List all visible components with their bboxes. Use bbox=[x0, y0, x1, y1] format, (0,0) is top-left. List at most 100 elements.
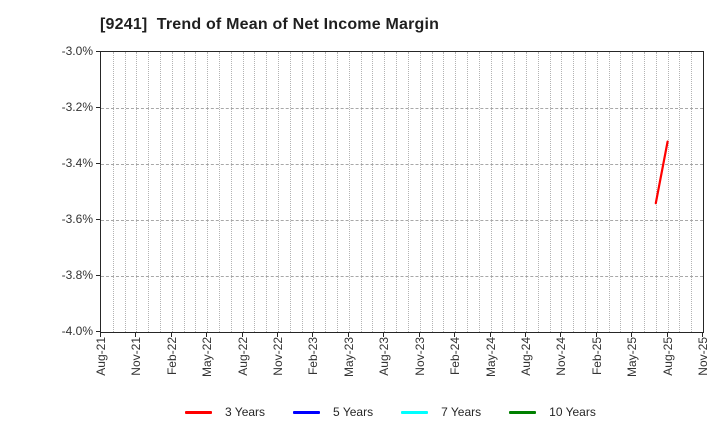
x-axis-label: May-23 bbox=[341, 337, 356, 378]
x-axis-label: May-25 bbox=[625, 337, 640, 378]
vertical-gridline bbox=[514, 52, 516, 332]
vertical-gridline bbox=[242, 52, 244, 332]
vertical-gridline bbox=[171, 52, 173, 332]
x-axis-label: Feb-22 bbox=[164, 337, 179, 376]
horizontal-gridline bbox=[101, 220, 703, 221]
vertical-gridline bbox=[348, 52, 350, 332]
x-axis-tick bbox=[595, 333, 597, 337]
vertical-gridline bbox=[396, 52, 398, 332]
vertical-gridline bbox=[620, 52, 622, 332]
vertical-gridline bbox=[643, 52, 645, 332]
vertical-gridline bbox=[443, 52, 445, 332]
x-axis-tick bbox=[454, 333, 456, 337]
x-axis-tick bbox=[702, 333, 703, 337]
y-axis-label: -3.0% bbox=[61, 44, 93, 58]
x-axis-label: Nov-24 bbox=[554, 337, 569, 376]
legend-label: 10 Years bbox=[549, 405, 596, 419]
vertical-gridline bbox=[455, 52, 457, 332]
horizontal-gridline bbox=[101, 108, 703, 109]
vertical-gridline bbox=[549, 52, 551, 332]
x-axis-tick bbox=[277, 333, 279, 337]
chart-title: [9241] Trend of Mean of Net Income Margi… bbox=[100, 16, 440, 33]
y-axis-label: -3.4% bbox=[61, 156, 93, 170]
vertical-gridline bbox=[289, 52, 291, 332]
vertical-gridline bbox=[266, 52, 268, 332]
x-axis-tick bbox=[347, 333, 349, 337]
x-axis-label: Nov-22 bbox=[271, 337, 286, 376]
vertical-gridline bbox=[655, 52, 657, 332]
vertical-gridline bbox=[278, 52, 280, 332]
vertical-gridline bbox=[313, 52, 315, 332]
legend-line-swatch bbox=[185, 410, 212, 414]
legend-line-swatch bbox=[401, 410, 429, 414]
data-series-layer bbox=[654, 140, 669, 205]
legend: 3 Years 5 Years 7 Years 10 Years bbox=[185, 403, 596, 421]
y-axis-label: -3.2% bbox=[61, 100, 93, 114]
vertical-gridline bbox=[325, 52, 327, 332]
legend-label: 5 Years bbox=[333, 405, 374, 419]
vertical-gridline bbox=[478, 52, 480, 332]
horizontal-gridline bbox=[101, 164, 703, 165]
x-axis-tick bbox=[631, 333, 633, 337]
x-axis-label: Nov-21 bbox=[129, 337, 144, 376]
y-axis-tick bbox=[96, 163, 100, 164]
x-axis-label: Feb-24 bbox=[448, 337, 463, 376]
legend-item-10-years: 10 Years bbox=[509, 405, 596, 419]
y-axis-tick bbox=[96, 275, 100, 276]
x-axis-label: Nov-25 bbox=[696, 337, 710, 376]
vertical-gridline bbox=[407, 52, 409, 332]
x-axis-tick bbox=[206, 333, 208, 337]
x-axis-label: Aug-24 bbox=[518, 337, 533, 376]
vertical-gridline bbox=[337, 52, 339, 332]
vertical-gridline bbox=[148, 52, 150, 332]
vertical-gridline bbox=[230, 52, 232, 332]
vertical-gridline bbox=[608, 52, 610, 332]
vertical-gridline bbox=[561, 52, 563, 332]
legend-label: 3 Years bbox=[225, 405, 266, 419]
y-axis-label: -4.0% bbox=[61, 324, 93, 338]
x-axis-label: Aug-21 bbox=[94, 337, 108, 376]
legend-label: 7 Years bbox=[441, 405, 482, 419]
vertical-gridline bbox=[219, 52, 221, 332]
legend-line-swatch bbox=[509, 410, 537, 414]
vertical-gridline bbox=[537, 52, 539, 332]
vertical-gridline bbox=[667, 52, 669, 332]
vertical-gridline bbox=[254, 52, 256, 332]
x-axis-label: Nov-23 bbox=[412, 337, 427, 376]
vertical-gridline bbox=[525, 52, 527, 332]
y-axis-tick bbox=[96, 107, 100, 108]
x-axis-tick bbox=[666, 333, 668, 337]
x-axis-tick bbox=[135, 333, 137, 337]
y-axis-label: -3.6% bbox=[61, 212, 93, 226]
x-axis-tick bbox=[524, 333, 526, 337]
x-axis-tick bbox=[241, 333, 243, 337]
x-axis-label: Aug-23 bbox=[377, 337, 392, 376]
x-axis-tick bbox=[312, 333, 314, 337]
legend-line-swatch bbox=[293, 410, 321, 414]
x-axis-tick bbox=[418, 333, 420, 337]
x-axis-tick bbox=[489, 333, 491, 337]
x-axis-label: Aug-22 bbox=[235, 337, 250, 376]
legend-item-7-years: 7 Years bbox=[401, 405, 481, 419]
x-axis-tick bbox=[170, 333, 172, 337]
y-axis-label: -3.8% bbox=[61, 268, 93, 282]
vertical-gridline bbox=[502, 52, 504, 332]
vertical-gridline bbox=[691, 52, 693, 332]
vertical-gridline bbox=[112, 52, 114, 332]
horizontal-gridline bbox=[101, 276, 703, 277]
x-axis-tick bbox=[560, 333, 562, 337]
legend-item-3-years: 3 Years bbox=[185, 405, 265, 419]
x-axis-tick bbox=[383, 333, 385, 337]
vertical-gridline bbox=[372, 52, 374, 332]
vertical-gridline bbox=[466, 52, 468, 332]
vertical-gridline bbox=[679, 52, 681, 332]
vertical-gridline bbox=[573, 52, 575, 332]
vertical-gridline bbox=[136, 52, 138, 332]
y-axis-tick bbox=[96, 219, 100, 220]
vertical-gridline bbox=[195, 52, 197, 332]
vertical-gridline bbox=[124, 52, 126, 332]
x-axis-label: May-24 bbox=[483, 337, 498, 378]
vertical-gridline bbox=[490, 52, 492, 332]
vertical-gridline bbox=[301, 52, 303, 332]
